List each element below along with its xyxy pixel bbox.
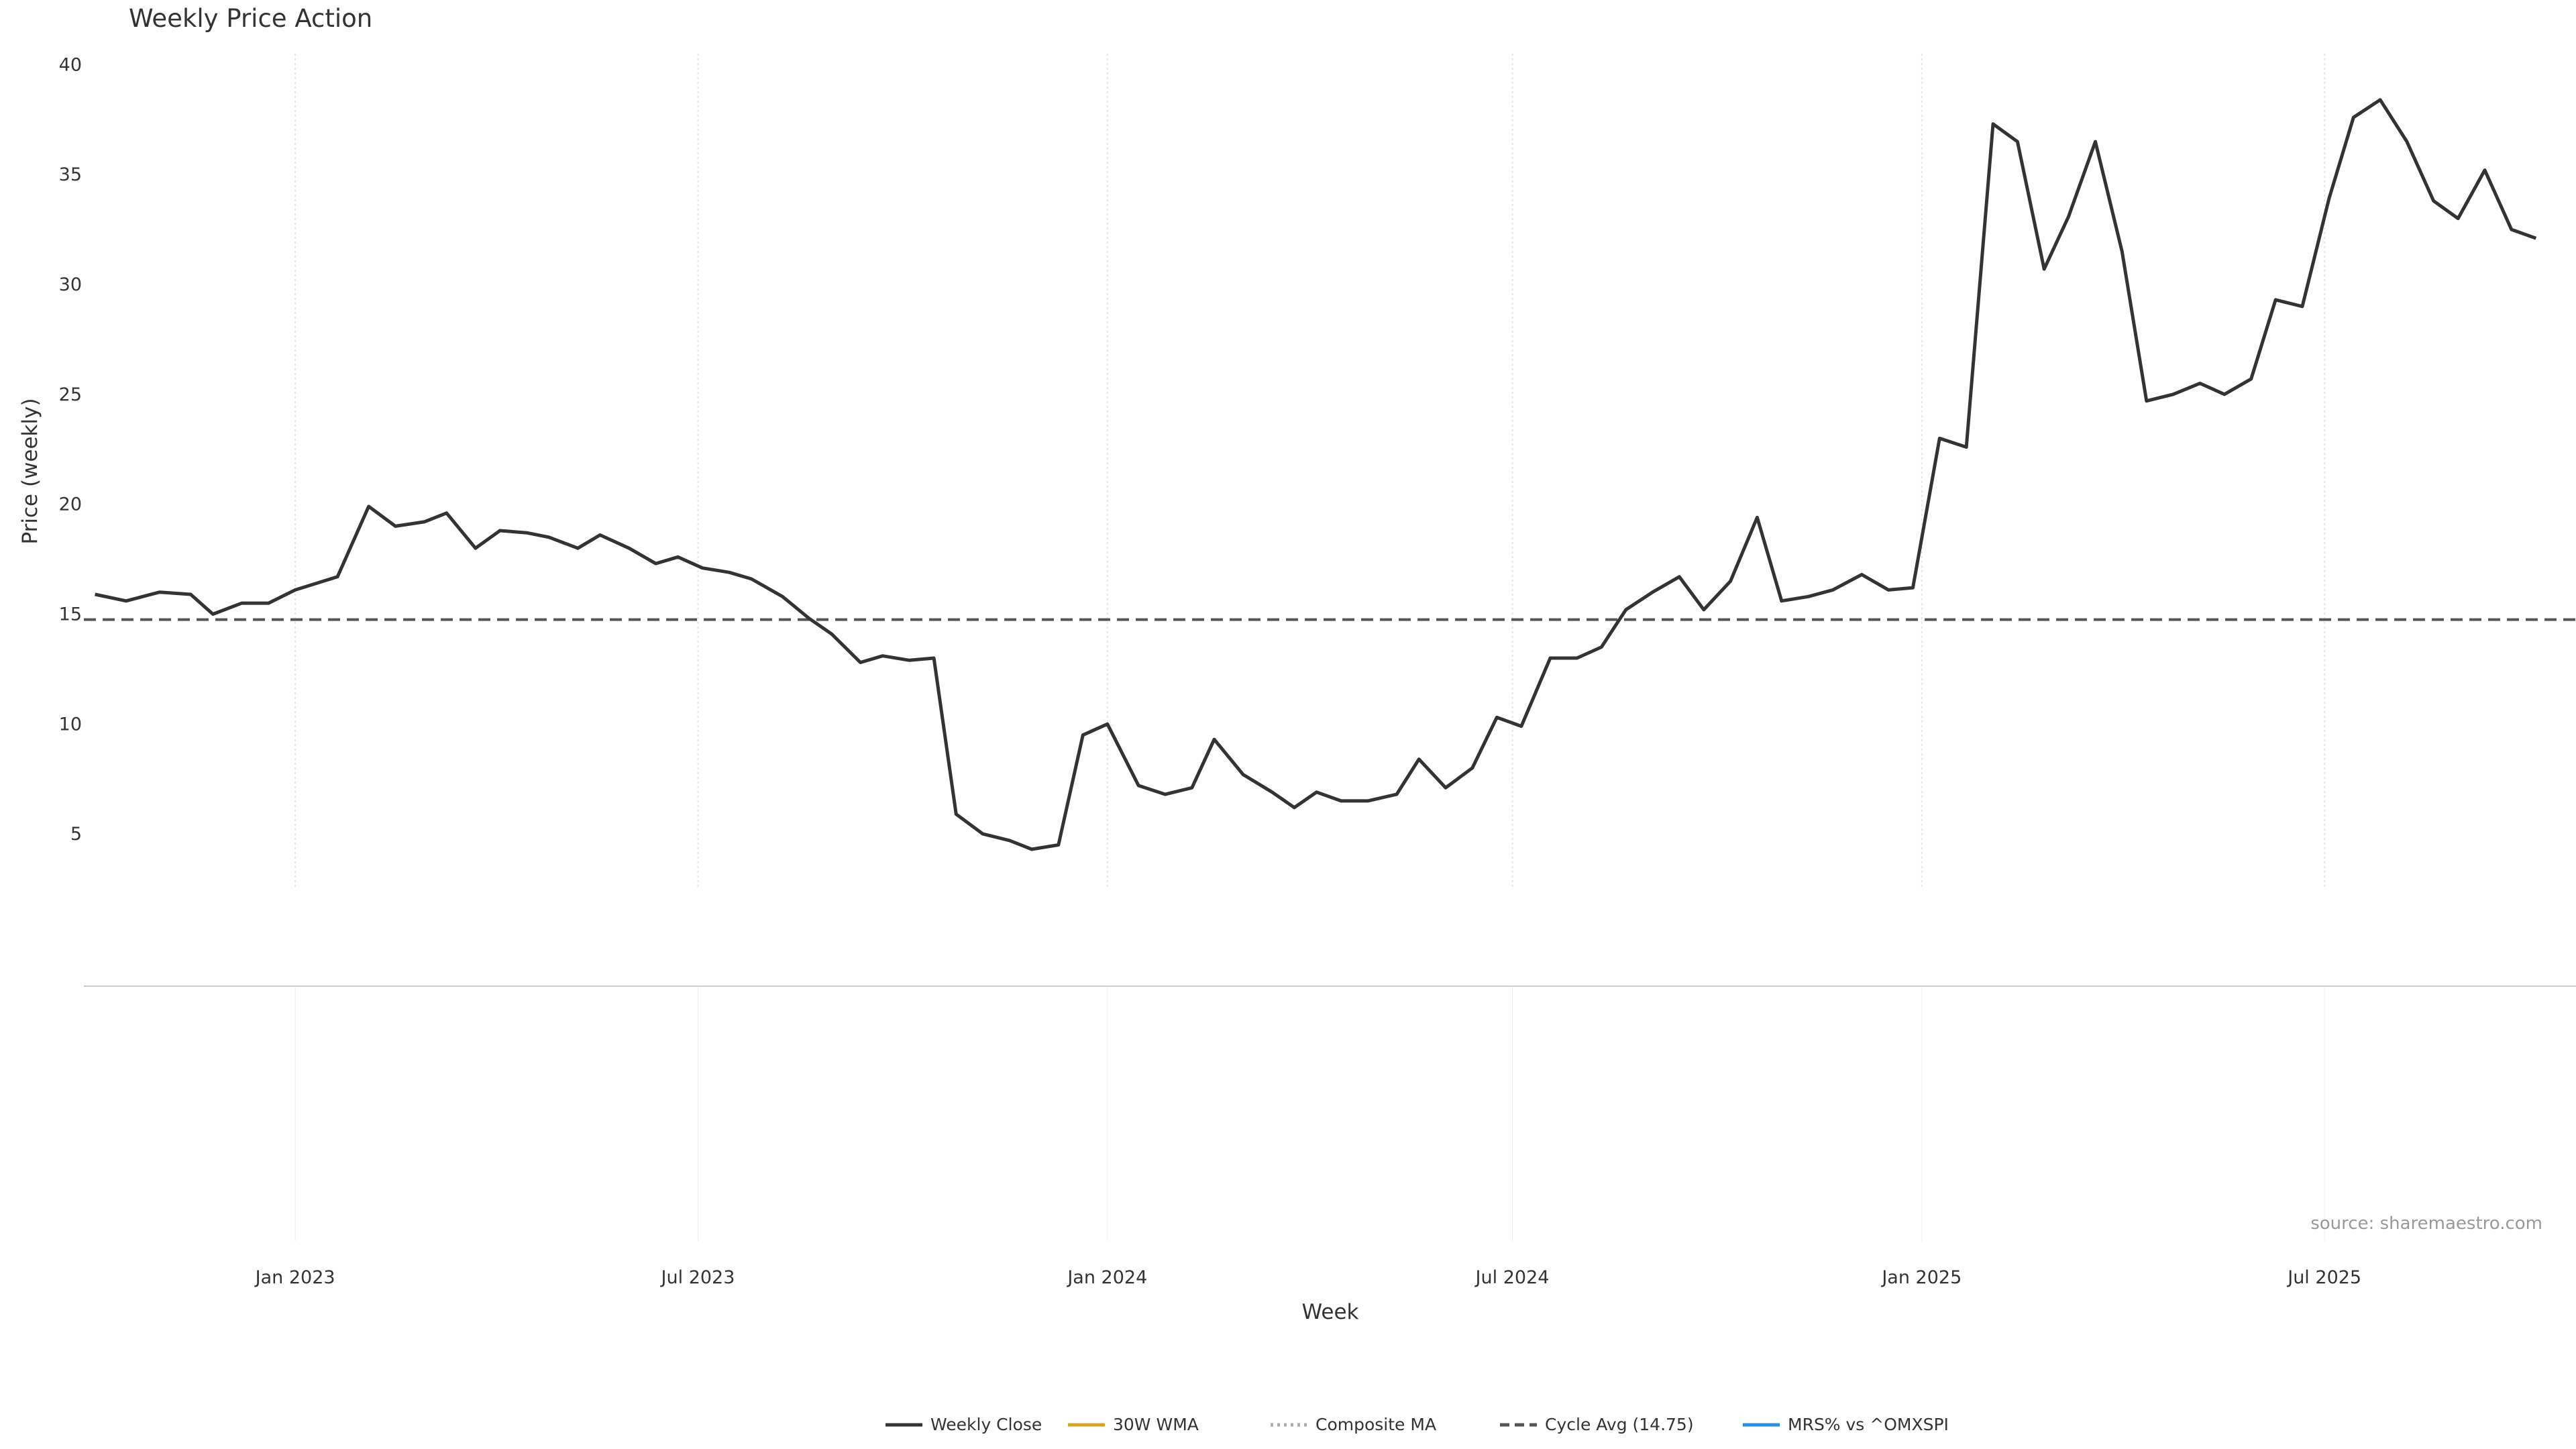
y-tick-label: 15 bbox=[59, 604, 82, 625]
x-tick-label: Jan 2024 bbox=[1066, 1267, 1147, 1288]
x-tick-label: Jul 2025 bbox=[2286, 1267, 2361, 1288]
legend-label: MRS% vs ^OMXSPI bbox=[1788, 1415, 1949, 1434]
y-tick-label: 25 bbox=[59, 384, 82, 405]
legend-label: Weekly Close bbox=[930, 1415, 1042, 1434]
y-tick-label: 5 bbox=[70, 824, 82, 845]
x-tick-label: Jul 2023 bbox=[660, 1267, 735, 1288]
y-tick-label: 30 bbox=[59, 274, 82, 295]
source-text: source: sharemaestro.com bbox=[2310, 1214, 2542, 1234]
series-line-weekly-close bbox=[95, 98, 2537, 851]
chart-title: Weekly Price Action bbox=[129, 4, 372, 33]
y-tick-label: 35 bbox=[59, 164, 82, 185]
x-tick-label: Jul 2024 bbox=[1474, 1267, 1550, 1288]
legend-label: Composite MA bbox=[1316, 1415, 1436, 1434]
x-axis-label: Week bbox=[1302, 1300, 1359, 1324]
legend-label: Cycle Avg (14.75) bbox=[1545, 1415, 1694, 1434]
x-tick-label: Jan 2025 bbox=[1880, 1267, 1962, 1288]
x-tick-label: Jan 2023 bbox=[254, 1267, 335, 1288]
y-tick-label: 20 bbox=[59, 494, 82, 515]
legend-label: 30W WMA bbox=[1113, 1415, 1199, 1434]
y-tick-label: 10 bbox=[59, 714, 82, 735]
y-axis-label: Price (weekly) bbox=[18, 398, 42, 544]
y-tick-label: 40 bbox=[59, 54, 82, 75]
